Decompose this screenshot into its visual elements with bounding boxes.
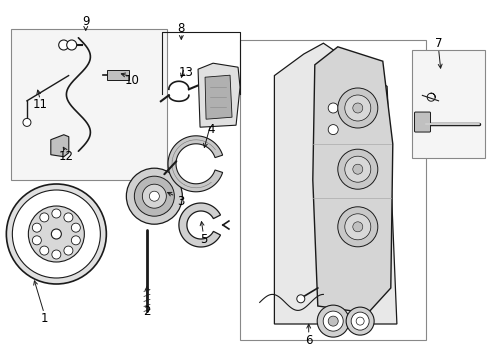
Circle shape	[338, 88, 378, 128]
Text: 7: 7	[435, 37, 442, 50]
Circle shape	[338, 207, 378, 247]
Bar	[240, 40, 426, 340]
Circle shape	[52, 250, 61, 259]
Bar	[107, 70, 129, 80]
Circle shape	[134, 176, 174, 216]
Text: 10: 10	[125, 75, 140, 87]
Circle shape	[143, 184, 166, 208]
Circle shape	[59, 40, 69, 50]
Text: 5: 5	[199, 233, 207, 246]
Circle shape	[353, 164, 363, 174]
Circle shape	[356, 317, 364, 325]
Circle shape	[353, 222, 363, 232]
Circle shape	[345, 156, 371, 182]
Circle shape	[323, 311, 343, 331]
Circle shape	[32, 236, 41, 245]
Bar	[11, 29, 167, 180]
Bar	[412, 50, 485, 158]
Circle shape	[149, 191, 159, 201]
Circle shape	[6, 184, 106, 284]
Circle shape	[72, 223, 80, 232]
Circle shape	[28, 206, 84, 262]
Circle shape	[52, 209, 61, 218]
Polygon shape	[205, 75, 232, 119]
Circle shape	[126, 168, 182, 224]
Circle shape	[328, 125, 338, 135]
Circle shape	[345, 214, 371, 240]
Polygon shape	[198, 63, 240, 127]
Circle shape	[353, 103, 363, 113]
Circle shape	[72, 236, 80, 245]
Text: 1: 1	[40, 312, 48, 325]
Text: 13: 13	[179, 66, 194, 78]
Circle shape	[346, 307, 374, 335]
Text: 3: 3	[177, 195, 185, 208]
Circle shape	[64, 246, 73, 255]
Text: 9: 9	[82, 15, 90, 28]
Circle shape	[351, 312, 369, 330]
Circle shape	[32, 223, 41, 232]
Circle shape	[345, 95, 371, 121]
Circle shape	[51, 229, 61, 239]
Circle shape	[67, 40, 77, 50]
Circle shape	[23, 118, 31, 126]
Text: 8: 8	[177, 22, 185, 35]
Text: 12: 12	[59, 150, 74, 163]
Text: 4: 4	[207, 123, 215, 136]
Polygon shape	[274, 43, 397, 324]
Polygon shape	[168, 136, 222, 192]
Polygon shape	[51, 135, 69, 157]
Circle shape	[328, 103, 338, 113]
Text: 6: 6	[305, 334, 313, 347]
Circle shape	[64, 213, 73, 222]
Circle shape	[338, 149, 378, 189]
Circle shape	[12, 190, 100, 278]
Circle shape	[40, 246, 49, 255]
Text: 11: 11	[33, 98, 48, 111]
Circle shape	[40, 213, 49, 222]
FancyBboxPatch shape	[415, 112, 431, 132]
Circle shape	[317, 305, 349, 337]
Text: 2: 2	[143, 305, 151, 318]
Circle shape	[297, 295, 305, 303]
Polygon shape	[179, 203, 220, 247]
Polygon shape	[313, 47, 393, 313]
Circle shape	[328, 316, 338, 326]
